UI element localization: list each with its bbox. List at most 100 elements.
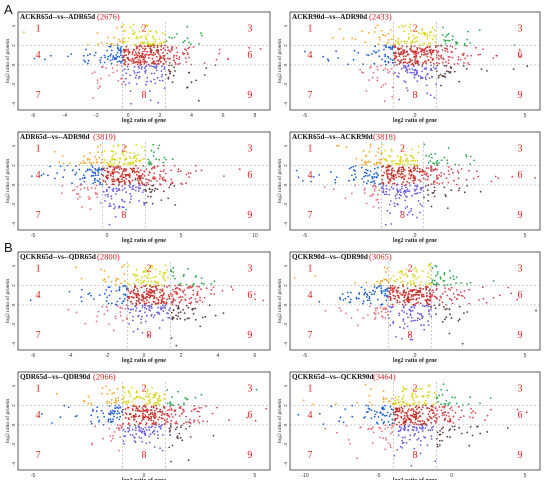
data-point: [397, 59, 399, 62]
data-point: [136, 54, 139, 56]
data-point: [90, 186, 93, 189]
data-point: [141, 295, 143, 298]
data-point: [444, 287, 446, 289]
data-point: [152, 36, 154, 39]
data-point: [97, 169, 99, 172]
data-point: [164, 307, 167, 309]
data-point: [133, 170, 135, 173]
data-point: [120, 65, 123, 67]
data-point: [89, 152, 91, 154]
data-point: [128, 424, 131, 427]
data-point: [429, 263, 432, 266]
data-point: [113, 401, 116, 404]
x-tick-label: 0: [414, 113, 417, 119]
data-point: [161, 319, 164, 322]
data-point: [391, 170, 393, 172]
data-point: [518, 48, 521, 51]
data-point: [355, 157, 358, 160]
data-point: [438, 440, 441, 442]
data-point: [129, 157, 132, 160]
data-point: [431, 289, 434, 291]
data-point: [187, 421, 190, 423]
data-point: [400, 412, 403, 414]
data-point: [133, 54, 136, 57]
data-point: [463, 44, 466, 47]
data-point: [425, 286, 428, 289]
data-point: [458, 80, 461, 83]
data-point: [152, 184, 155, 187]
data-point: [416, 167, 419, 170]
data-point: [182, 275, 185, 277]
data-point: [438, 162, 440, 164]
data-point: [368, 297, 371, 299]
data-point: [156, 430, 159, 433]
data-point: [431, 429, 434, 431]
data-point: [144, 426, 147, 429]
data-point: [401, 436, 404, 439]
data-point: [402, 58, 405, 60]
data-point: [441, 431, 444, 434]
data-point: [104, 56, 107, 59]
data-point: [125, 169, 127, 172]
data-point: [408, 211, 410, 214]
data-point: [140, 68, 143, 70]
data-point: [384, 448, 387, 451]
data-point: [179, 405, 182, 408]
data-point: [131, 400, 133, 403]
data-point: [143, 45, 146, 48]
data-point: [149, 285, 151, 288]
data-point: [398, 62, 401, 65]
data-point: [108, 323, 110, 326]
data-point: [100, 56, 103, 59]
data-point: [463, 297, 466, 299]
data-point: [137, 315, 139, 318]
data-point: [414, 55, 417, 58]
data-point: [377, 201, 380, 204]
quadrant-number: 5: [413, 410, 418, 421]
data-point: [422, 422, 425, 425]
data-point: [361, 159, 363, 162]
data-point: [392, 294, 395, 297]
data-point: [147, 54, 150, 57]
data-point: [466, 431, 469, 434]
data-point: [254, 419, 257, 422]
data-point: [105, 306, 108, 308]
data-point: [116, 305, 119, 307]
data-point: [442, 57, 445, 60]
data-point: [119, 436, 122, 438]
data-point: [110, 302, 113, 305]
data-point: [400, 194, 402, 197]
data-point: [156, 46, 159, 48]
data-point: [118, 288, 121, 290]
data-point: [142, 296, 145, 299]
data-point: [420, 50, 422, 53]
data-point: [153, 289, 156, 292]
data-point: [411, 194, 413, 197]
data-point: [154, 82, 157, 85]
data-point: [137, 77, 140, 80]
y-tick-label: -2: [283, 442, 288, 446]
data-point: [157, 434, 160, 436]
x-tick-label: 0: [106, 233, 109, 239]
data-point: [489, 397, 492, 399]
data-point: [186, 86, 189, 89]
data-point: [468, 63, 470, 66]
data-point: [194, 407, 197, 410]
data-point: [410, 207, 413, 210]
data-point: [391, 284, 394, 287]
data-point: [455, 289, 458, 291]
data-point: [463, 191, 466, 194]
data-point: [402, 318, 405, 321]
data-point: [167, 49, 170, 52]
data-point: [118, 418, 121, 421]
data-point: [385, 439, 388, 441]
data-point: [111, 409, 114, 412]
data-point: [372, 180, 374, 183]
data-point: [127, 162, 129, 165]
data-point: [486, 70, 488, 72]
data-point: [136, 328, 139, 331]
data-point: [486, 414, 489, 417]
data-point: [471, 434, 474, 437]
data-point: [463, 312, 465, 314]
data-point: [389, 446, 392, 449]
